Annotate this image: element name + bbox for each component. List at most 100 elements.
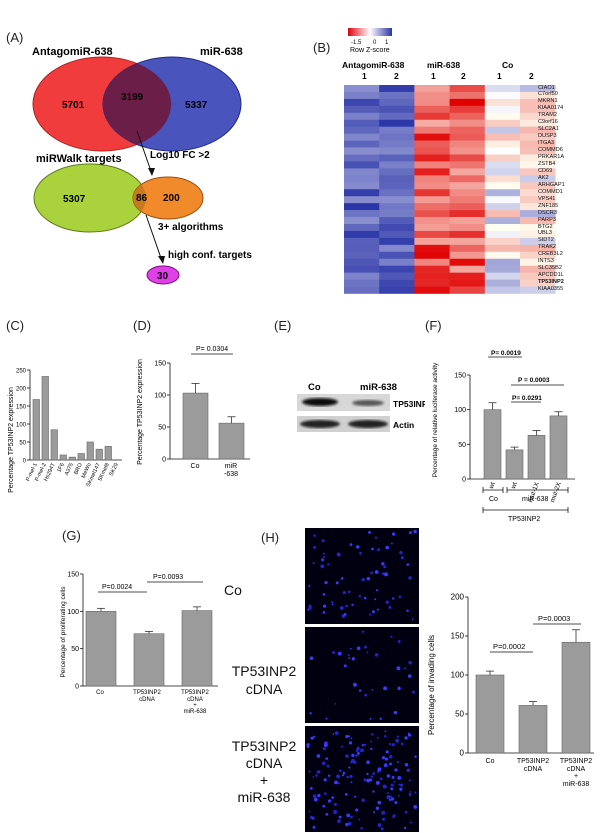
heatmap-cell [379, 265, 415, 273]
heatmap-cell [344, 105, 380, 114]
cell-nucleus [343, 612, 347, 616]
cell-nucleus [308, 770, 311, 773]
bar [95, 448, 103, 461]
cell-nucleus [397, 775, 402, 780]
h-cat-1: Co [486, 758, 495, 765]
heatmap-cell [520, 105, 556, 114]
cell-nucleus [393, 710, 398, 715]
cell-nucleus [379, 777, 383, 781]
cell-nucleus [360, 826, 363, 830]
cell-nucleus [370, 740, 373, 743]
d-ylabel: Percentage TP53INP2 expression [137, 359, 144, 465]
cell-nucleus [345, 822, 349, 827]
gene-label: COMMD6 [538, 147, 563, 154]
heatmap-cell [520, 182, 556, 190]
cell-nucleus [382, 817, 386, 821]
y-tick-label: 0 [23, 459, 27, 465]
heatmap-cell [344, 85, 380, 93]
heatmap-cell [520, 230, 556, 239]
bar [32, 399, 40, 461]
heatmap-cell [414, 237, 450, 246]
heatmap-cell [414, 210, 450, 218]
heatmap-cell [344, 224, 380, 232]
cell-nucleus [313, 534, 316, 537]
panel-c-chart: Percentage TP53INP2 expression 0 50 100 150… [8, 369, 122, 493]
cell-nucleus [321, 539, 325, 543]
gene-label: PARP3 [538, 216, 556, 223]
cell-nucleus [357, 751, 360, 755]
panel-b-heatmap: -1.5 0 1 Row Z-score AntagomiR-638 miR-6… [342, 28, 556, 294]
g-cat-2: cDNA [139, 697, 155, 703]
panel-d-chart: Percentage TP53INP2 expression 0 50 100 150… [137, 346, 250, 478]
heatmap-cell [449, 230, 486, 239]
cell-nucleus [332, 733, 335, 735]
f-group-mir: miR-638 [522, 496, 549, 503]
cell-nucleus [312, 776, 315, 778]
cell-nucleus [332, 651, 336, 655]
cell-nucleus [408, 661, 412, 665]
cell-nucleus [413, 804, 418, 809]
bar [181, 610, 213, 687]
f-group-gene: TP53INP2 [508, 516, 540, 523]
h-row-co: Co [224, 582, 242, 598]
heatmap-cell [449, 91, 486, 100]
g-cat-2: TP53INP2 [133, 690, 161, 696]
cell-nucleus [397, 686, 401, 690]
heatmap-cell [520, 203, 556, 211]
cell-nucleus [331, 796, 334, 799]
cell-nucleus [404, 762, 409, 767]
heatmap-cell [484, 147, 521, 155]
cell-nucleus [338, 769, 342, 773]
heatmap-cell [484, 112, 521, 121]
venn-mirwalk [33, 163, 147, 233]
venn-mirwalk-only: 5307 [63, 194, 86, 205]
heatmap-cell [449, 112, 486, 121]
y-tick-label: 150 [67, 572, 79, 579]
heatmap-cell [449, 286, 486, 294]
cell-nucleus [414, 755, 417, 758]
cell-nucleus [337, 819, 341, 823]
heatmap-cell [449, 105, 486, 114]
cell-nucleus [322, 555, 326, 559]
heatmap-cell [484, 279, 521, 287]
cell-nucleus [370, 775, 374, 778]
h-pvalue-2: P=0.0003 [538, 614, 570, 623]
cell-nucleus [310, 736, 314, 740]
cell-nucleus [350, 781, 353, 784]
heatmap-cell [449, 161, 486, 169]
heatmap-cell [344, 91, 380, 100]
heatmap-cell [344, 272, 380, 280]
bar [85, 611, 117, 687]
panel-a-venn: AntagomiR-638 miR-638 5701 3199 5337 Log… [32, 46, 252, 285]
cell-nucleus [317, 770, 321, 774]
f-group-co: Co [489, 496, 498, 503]
cell-nucleus [342, 771, 346, 775]
heatmap-cell [379, 224, 415, 232]
g-cat-3: TP53INP2 [181, 690, 209, 696]
cell-nucleus [408, 779, 411, 782]
heatmap-cell [344, 154, 380, 162]
cell-nucleus [381, 572, 385, 576]
gene-label: INTS3 [538, 258, 554, 265]
cell-nucleus [322, 611, 326, 614]
panel-g-chart: Percentage of proliferating cells 0 50 100… [60, 572, 218, 715]
heatmap-cell [449, 154, 486, 162]
y-tick-label: 200 [451, 593, 465, 602]
cell-nucleus [316, 754, 321, 758]
cell-nucleus [348, 766, 351, 769]
heatmap-cell [520, 196, 556, 204]
cell-nucleus [412, 690, 416, 694]
panel-label-f: (F) [425, 318, 442, 333]
heatmap-cell [344, 161, 380, 169]
cell-nucleus [383, 565, 387, 569]
cell-nucleus [360, 748, 364, 753]
cell-nucleus [389, 795, 393, 799]
z-score-scale [348, 28, 392, 36]
f-category-label: wt [510, 481, 519, 491]
heatmap-cell [520, 161, 556, 169]
cell-nucleus [346, 775, 349, 779]
cell-nucleus [351, 753, 355, 758]
gene-label: AK2 [538, 174, 549, 181]
blot-co-label: Co [308, 382, 321, 393]
heatmap-cell [379, 154, 415, 162]
